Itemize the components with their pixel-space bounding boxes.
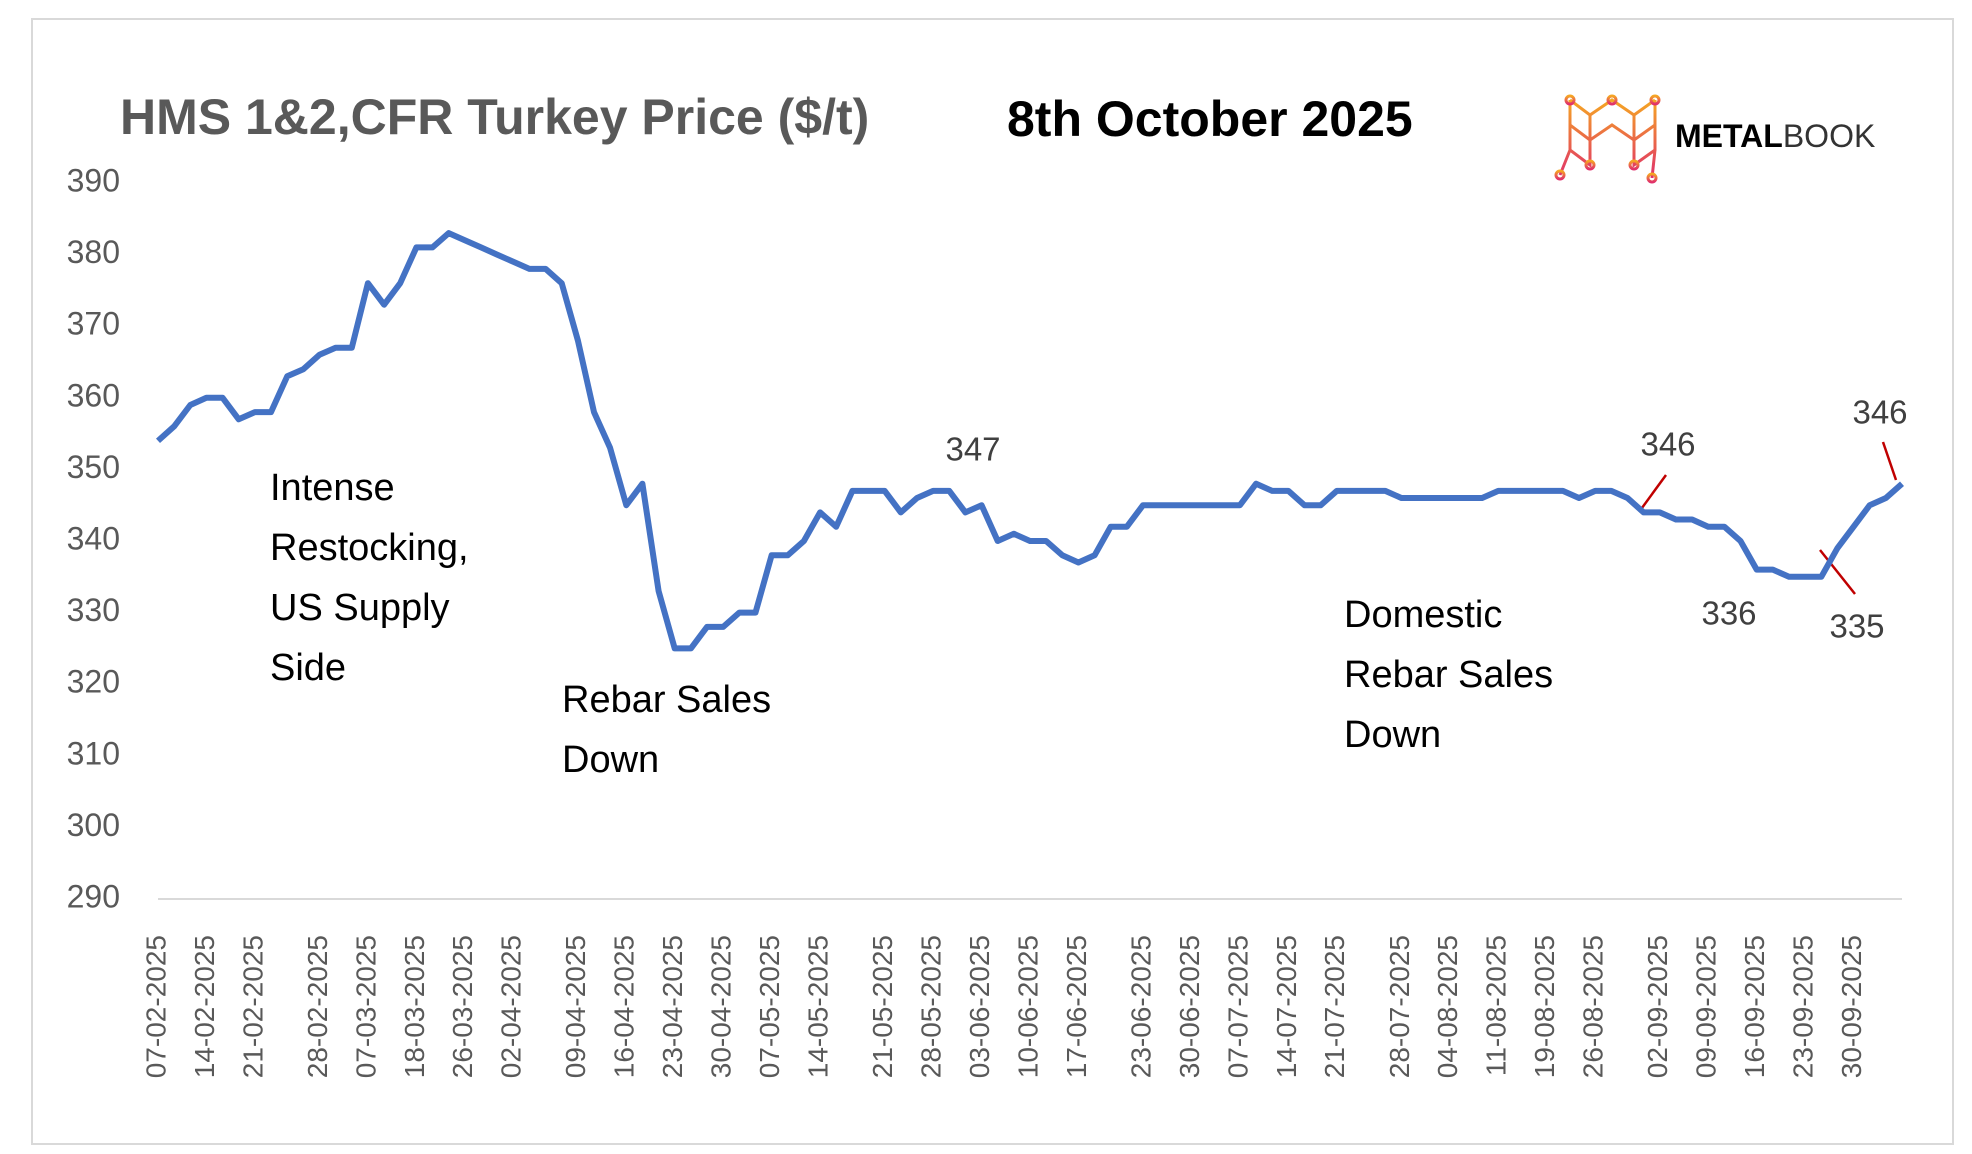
x-tick-label: 16-09-2025 xyxy=(1739,935,1770,1078)
x-tick-label: 28-02-2025 xyxy=(302,935,333,1078)
x-tick-label: 30-06-2025 xyxy=(1174,935,1205,1078)
data-label: 346 xyxy=(1852,394,1907,431)
data-label: 335 xyxy=(1829,608,1884,645)
logo-bold: METAL xyxy=(1675,118,1783,154)
x-tick-label: 28-07-2025 xyxy=(1384,935,1415,1078)
annotation: Rebar Sales xyxy=(1344,654,1553,696)
x-tick-label: 02-09-2025 xyxy=(1642,935,1673,1078)
annotation: Down xyxy=(562,739,659,781)
x-tick-label: 09-09-2025 xyxy=(1691,935,1722,1078)
x-tick-label: 17-06-2025 xyxy=(1061,935,1092,1078)
x-tick-label: 23-09-2025 xyxy=(1788,935,1819,1078)
logo-text: METALBOOK xyxy=(1675,118,1875,154)
x-tick-label: 11-08-2025 xyxy=(1481,935,1512,1076)
y-tick-label: 340 xyxy=(67,520,120,556)
x-tick-label: 21-07-2025 xyxy=(1319,935,1350,1078)
x-tick-label: 21-05-2025 xyxy=(867,935,898,1078)
x-tick-label: 10-06-2025 xyxy=(1012,935,1043,1078)
x-tick-label: 07-07-2025 xyxy=(1222,935,1253,1078)
x-tick-label: 30-04-2025 xyxy=(706,935,737,1078)
y-tick-label: 290 xyxy=(67,878,120,914)
y-tick-label: 320 xyxy=(67,664,120,700)
arrows xyxy=(1637,441,1898,595)
line-series xyxy=(156,230,1904,652)
annotation: Restocking, xyxy=(270,527,469,569)
y-tick-label: 350 xyxy=(67,449,120,485)
x-tick-label: 18-03-2025 xyxy=(399,935,430,1078)
y-tick-label: 370 xyxy=(67,306,120,342)
chart-subtitle: 8th October 2025 xyxy=(1007,91,1413,147)
x-tick-label: 04-08-2025 xyxy=(1432,935,1463,1078)
annotation: US Supply xyxy=(270,587,450,629)
x-tick-label: 14-02-2025 xyxy=(189,935,220,1078)
y-tick-label: 380 xyxy=(67,234,120,270)
y-tick-label: 300 xyxy=(67,807,120,843)
x-tick-label: 26-03-2025 xyxy=(447,935,478,1078)
y-tick-label: 360 xyxy=(67,377,120,413)
data-label: 346 xyxy=(1640,426,1695,463)
y-tick-label: 390 xyxy=(67,162,120,198)
logo-light: BOOK xyxy=(1783,118,1875,154)
x-tick-label: 23-06-2025 xyxy=(1125,935,1156,1078)
x-tick-label: 21-02-2025 xyxy=(237,935,268,1078)
x-tick-label: 16-04-2025 xyxy=(609,935,640,1078)
x-tick-label: 30-09-2025 xyxy=(1836,935,1867,1078)
x-tick-label: 19-08-2025 xyxy=(1529,935,1560,1078)
y-tick-label: 310 xyxy=(67,735,120,771)
x-tick-label: 07-05-2025 xyxy=(754,935,785,1078)
logo-mark xyxy=(1554,94,1661,184)
x-tick-label: 07-02-2025 xyxy=(140,935,171,1078)
x-tick-label: 26-08-2025 xyxy=(1578,935,1609,1078)
frame xyxy=(31,18,1954,1145)
annotation: Side xyxy=(270,647,346,689)
data-label: 336 xyxy=(1701,595,1756,632)
chart-title: HMS 1&2,CFR Turkey Price ($/t) xyxy=(120,89,869,145)
y-tick-label: 330 xyxy=(67,592,120,628)
x-tick-label: 14-07-2025 xyxy=(1271,935,1302,1078)
x-tick-label: 03-06-2025 xyxy=(964,935,995,1078)
x-tick-label: 02-04-2025 xyxy=(496,935,527,1078)
annotation: Down xyxy=(1344,714,1441,756)
x-tick-label: 23-04-2025 xyxy=(657,935,688,1078)
annotation: Domestic xyxy=(1344,594,1502,636)
x-tick-label: 14-05-2025 xyxy=(802,935,833,1078)
annotation: Rebar Sales xyxy=(562,679,771,721)
x-tick-label: 07-03-2025 xyxy=(350,935,381,1078)
annotation: Intense xyxy=(270,467,395,509)
x-tick-label: 28-05-2025 xyxy=(916,935,947,1078)
data-label: 347 xyxy=(945,431,1000,468)
x-tick-label: 09-04-2025 xyxy=(560,935,591,1078)
